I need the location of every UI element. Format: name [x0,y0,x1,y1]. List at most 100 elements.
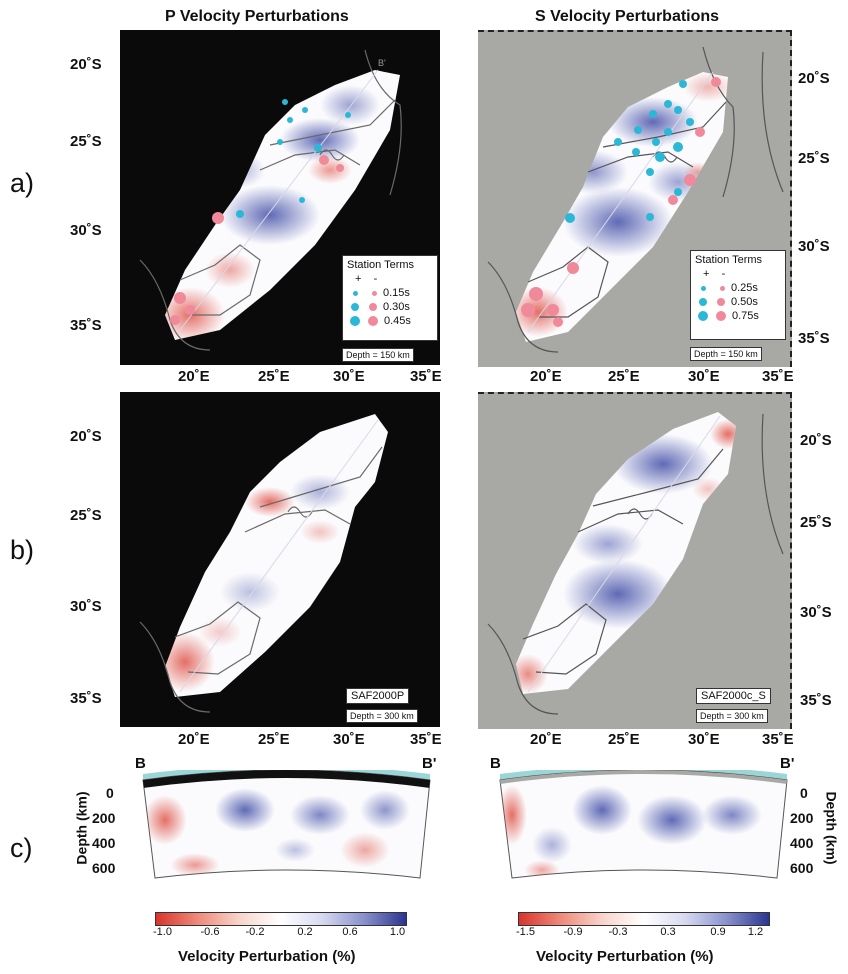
station-terms-legend-a-s: Station Terms + - 0.25s 0.50s 0.75s [690,250,786,340]
colorbar-tick: 0.3 [660,926,676,938]
plus-large-icon [698,311,708,321]
depth-tick: 0 [800,785,808,801]
lat-label: 20˚S [800,432,832,449]
lat-label: 30˚S [70,598,102,615]
colorbar-tick: -1.0 [153,926,172,938]
station-markers-a-p [170,99,351,325]
plus-medium-icon [699,298,707,306]
lat-label: 20˚S [70,428,102,445]
plus-medium-icon [351,303,359,311]
plus-label: + [703,268,710,280]
lon-label: 25˚E [258,368,290,385]
lat-label: 25˚S [800,514,832,531]
lat-label: 20˚S [70,56,102,73]
lon-label: 20˚E [178,368,210,385]
colorbar-tick: 1.0 [389,926,406,938]
profile-start-label-s: B [490,755,501,772]
plus-small-icon [353,290,358,296]
depth-tick: 600 [790,860,814,876]
map-a-p-graphic: B' [139,49,402,351]
lon-label: 35˚E [410,368,442,385]
colorbar-tick: -1.5 [516,926,535,938]
map-a-s-graphic [487,46,784,353]
lat-label: 25˚S [798,150,830,167]
colorbar-p-label: Velocity Perturbation (%) [178,948,356,965]
cross-section-p [142,770,431,879]
map-b-s: SAF2000c_S Depth = 300 km [478,392,792,729]
lon-label: 35˚E [762,731,794,748]
minus-medium-icon [369,303,377,311]
depth-axis-title-left: Depth (km) [73,791,90,865]
lat-label: 30˚S [70,222,102,239]
legend-title: Station Terms [695,254,763,266]
b-prime-marker-a-p: B' [378,58,386,68]
map-b-s-graphic [487,412,784,715]
legend-value: 0.45s [384,315,411,327]
cross-section-s [499,770,788,879]
minus-medium-icon [717,298,725,306]
profile-end-label-p: B' [422,755,437,772]
plus-small-icon [701,285,706,291]
depth-label-b-p: Depth = 300 km [346,709,418,723]
lat-label: 35˚S [70,690,102,707]
depth-tick: 200 [92,810,116,826]
colorbar-tick: -0.9 [563,926,583,938]
plus-large-icon [350,316,360,326]
lon-label: 20˚E [530,731,562,748]
legend-value: 0.50s [731,296,758,308]
colorbar-tick: 0.2 [297,926,313,938]
depth-tick: 0 [106,785,114,801]
station-terms-legend-a-p: Station Terms + - 0.15s 0.30s 0.45s [342,255,438,341]
map-b-p-graphic [139,414,388,713]
lon-label: 20˚E [178,731,210,748]
profile-start-label-p: B [135,755,146,772]
row-label-a: a) [10,168,35,198]
colorbar-tick: 0.6 [342,926,358,938]
depth-tick: 200 [790,810,814,826]
lon-label: 35˚E [762,368,794,385]
map-b-p: SAF2000P Depth = 300 km [120,392,440,727]
lat-label: 20˚S [798,70,830,87]
lat-label: 30˚S [800,604,832,621]
lat-label: 30˚S [798,238,830,255]
colorbar-p-ticks: -1.0 -0.6 -0.2 0.2 0.6 1.0 [153,926,406,940]
lon-label: 35˚E [410,731,442,748]
legend-title: Station Terms [347,259,415,271]
model-label-b-s: SAF2000c_S [696,688,771,704]
colorbar-tick: -0.3 [608,926,628,938]
map-a-s: Station Terms + - 0.25s 0.50s 0.75s Dept… [478,30,792,367]
legend-value: 0.15s [383,287,410,299]
p-column-title: P Velocity Perturbations [165,8,349,25]
legend-value: 0.75s [732,310,759,322]
colorbar-s-ticks: -1.5 -0.9 -0.3 0.3 0.9 1.2 [516,926,768,940]
legend-value: 0.25s [731,282,758,294]
profile-end-label-s: B' [780,755,795,772]
colorbar-s-label: Velocity Perturbation (%) [536,948,714,965]
depth-tick: 400 [790,835,814,851]
lat-label: 25˚S [70,507,102,524]
depth-axis-title-right: Depth (km) [823,791,840,865]
lon-label: 20˚E [530,368,562,385]
row-label-b: b) [10,535,35,565]
model-label-b-p: SAF2000P [346,688,410,704]
lon-label: 30˚E [688,368,720,385]
lon-label: 25˚E [258,731,290,748]
lat-label: 35˚S [798,330,830,347]
lon-label: 30˚E [688,731,720,748]
depth-label-a-p: Depth = 150 km [342,348,414,362]
map-a-p: B' Station Terms + - 0.15s 0.30s 0.45s D… [120,30,440,365]
colorbar-s [518,912,770,926]
minus-large-icon [368,316,378,326]
plus-label: + [355,273,362,285]
lon-label: 25˚E [608,368,640,385]
row-label-c: c) [10,833,33,863]
s-column-title: S Velocity Perturbations [535,8,720,25]
minus-label: - [373,273,378,285]
minus-small-icon [372,290,377,296]
depth-tick: 600 [92,860,116,876]
legend-value: 0.30s [383,301,410,313]
colorbar-tick: 0.9 [710,926,726,938]
colorbar-tick: -0.2 [245,926,265,938]
lon-label: 30˚E [333,368,365,385]
minus-large-icon [716,311,726,321]
